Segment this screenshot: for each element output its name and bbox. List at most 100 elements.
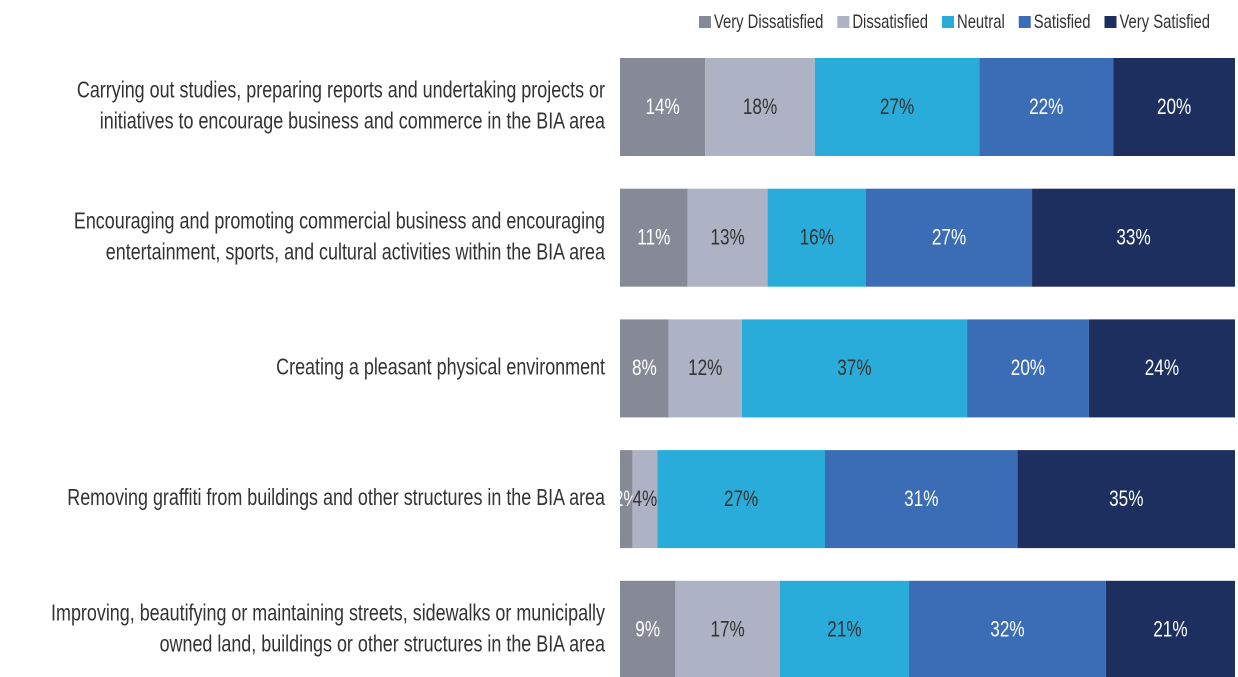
value-label: 32% bbox=[990, 618, 1024, 643]
bar-segment bbox=[675, 580, 780, 677]
value-label-text: 16% bbox=[800, 226, 834, 251]
value-label: 20% bbox=[1011, 356, 1045, 381]
legend-swatch bbox=[1104, 16, 1117, 28]
legend-text-group: Very Satisfied bbox=[1120, 11, 1210, 32]
legend-swatch bbox=[942, 16, 955, 28]
bar-segment bbox=[814, 58, 980, 156]
bar-segment bbox=[767, 188, 866, 287]
category-label: Carrying out studies, preparing reports … bbox=[77, 78, 606, 135]
bar-segment bbox=[620, 319, 669, 418]
legend-label: Very Dissatisfied bbox=[714, 11, 823, 32]
value-label-text: 8% bbox=[632, 356, 657, 381]
legend-item: Very Dissatisfied bbox=[698, 11, 823, 32]
value-label: 22% bbox=[1029, 95, 1063, 120]
category-label-line: owned land, buildings or other structure… bbox=[160, 631, 606, 657]
category-label-line: Creating a pleasant physical environment bbox=[276, 354, 605, 380]
value-label-text: 37% bbox=[837, 356, 871, 381]
legend-label: Very Satisfied bbox=[1120, 11, 1210, 32]
value-label: 21% bbox=[1153, 618, 1187, 643]
value-label-text: 24% bbox=[1145, 356, 1179, 381]
bar-segment bbox=[1032, 188, 1235, 287]
value-label: 17% bbox=[710, 618, 744, 643]
bar-segment bbox=[632, 450, 658, 549]
value-label-text: 4% bbox=[632, 487, 657, 512]
value-label-text: 17% bbox=[710, 618, 744, 643]
value-label-text: 20% bbox=[1157, 95, 1191, 120]
legend: Very Dissatisfied Dissatisfied Neutral Sati… bbox=[698, 11, 1210, 32]
value-label-text: 11% bbox=[637, 226, 670, 251]
value-label: 27% bbox=[724, 487, 758, 512]
value-label-text: 18% bbox=[743, 95, 777, 120]
legend-item: Dissatisfied bbox=[837, 11, 928, 32]
bar-segment bbox=[620, 58, 706, 156]
category-label-line: Removing graffiti from buildings and oth… bbox=[67, 485, 605, 511]
bar-segment bbox=[779, 580, 910, 677]
value-label: 20% bbox=[1157, 95, 1191, 120]
bar-segment bbox=[687, 188, 768, 287]
value-label-text: 33% bbox=[1116, 226, 1150, 251]
category-label: Encouraging and promoting commercial bus… bbox=[74, 208, 606, 265]
bar-segment bbox=[825, 450, 1018, 549]
bar-segment bbox=[1113, 58, 1235, 156]
legend-item: Very Satisfied bbox=[1104, 11, 1210, 32]
bar-segment bbox=[909, 580, 1106, 677]
value-label-text: 14% bbox=[645, 95, 679, 120]
value-label-text: 9% bbox=[635, 618, 660, 643]
value-label: 24% bbox=[1145, 356, 1179, 381]
bar-segment bbox=[1017, 450, 1235, 549]
value-label: 4% bbox=[632, 487, 657, 512]
legend-label: Satisfied bbox=[1034, 11, 1091, 32]
legend-label: Neutral bbox=[957, 11, 1005, 32]
value-label-text: 20% bbox=[1011, 356, 1045, 381]
bar-segment bbox=[668, 319, 742, 418]
value-label-text: 12% bbox=[688, 356, 722, 381]
category-label: Creating a pleasant physical environment bbox=[276, 354, 605, 380]
bar-segment bbox=[705, 58, 815, 156]
bar-segment bbox=[657, 450, 825, 549]
bar-segment bbox=[620, 450, 633, 549]
value-label-text: 32% bbox=[990, 618, 1024, 643]
legend-swatch bbox=[698, 16, 711, 28]
value-label: 18% bbox=[743, 95, 777, 120]
bar-segment bbox=[967, 319, 1089, 418]
legend-item: Neutral bbox=[942, 11, 1005, 32]
value-label: 27% bbox=[932, 226, 966, 251]
legend-text-group: Satisfied bbox=[1034, 11, 1091, 32]
value-label: 37% bbox=[837, 356, 871, 381]
category-label: Removing graffiti from buildings and oth… bbox=[67, 485, 605, 511]
value-label: 11% bbox=[637, 226, 670, 251]
value-label: 35% bbox=[1109, 487, 1143, 512]
value-label: 33% bbox=[1116, 226, 1150, 251]
value-label-text: 27% bbox=[932, 226, 966, 251]
legend-item: Satisfied bbox=[1018, 11, 1091, 32]
value-label-text: 35% bbox=[1109, 487, 1143, 512]
value-label-text: 21% bbox=[827, 618, 861, 643]
legend-swatch bbox=[837, 16, 850, 28]
bar-segment bbox=[866, 188, 1033, 287]
value-label-text: 27% bbox=[724, 487, 758, 512]
bar-segment bbox=[741, 319, 968, 418]
bar-segment bbox=[1088, 319, 1235, 418]
value-label: 14% bbox=[645, 95, 679, 120]
category-label-line: initiatives to encourage business and co… bbox=[100, 109, 606, 135]
value-label: 9% bbox=[635, 618, 660, 643]
legend-text-group: Dissatisfied bbox=[852, 11, 928, 32]
value-label: 31% bbox=[904, 487, 938, 512]
category-label-line: entertainment, sports, and cultural acti… bbox=[106, 239, 606, 265]
bar-segment bbox=[620, 188, 688, 287]
category-label-line: Carrying out studies, preparing reports … bbox=[77, 78, 605, 104]
category-label-line: Encouraging and promoting commercial bus… bbox=[74, 208, 605, 234]
bar-segment bbox=[979, 58, 1114, 156]
value-label: 27% bbox=[880, 95, 914, 120]
legend-label: Dissatisfied bbox=[852, 11, 928, 32]
value-label: 21% bbox=[827, 618, 861, 643]
value-label-text: 22% bbox=[1029, 95, 1063, 120]
value-label-text: 31% bbox=[904, 487, 938, 512]
legend-swatch bbox=[1018, 16, 1031, 28]
category-label-line: Improving, beautifying or maintaining st… bbox=[51, 600, 606, 626]
value-label: 13% bbox=[710, 226, 744, 251]
value-label-text: 21% bbox=[1153, 618, 1187, 643]
value-label: 8% bbox=[632, 356, 657, 381]
value-label: 16% bbox=[800, 226, 834, 251]
